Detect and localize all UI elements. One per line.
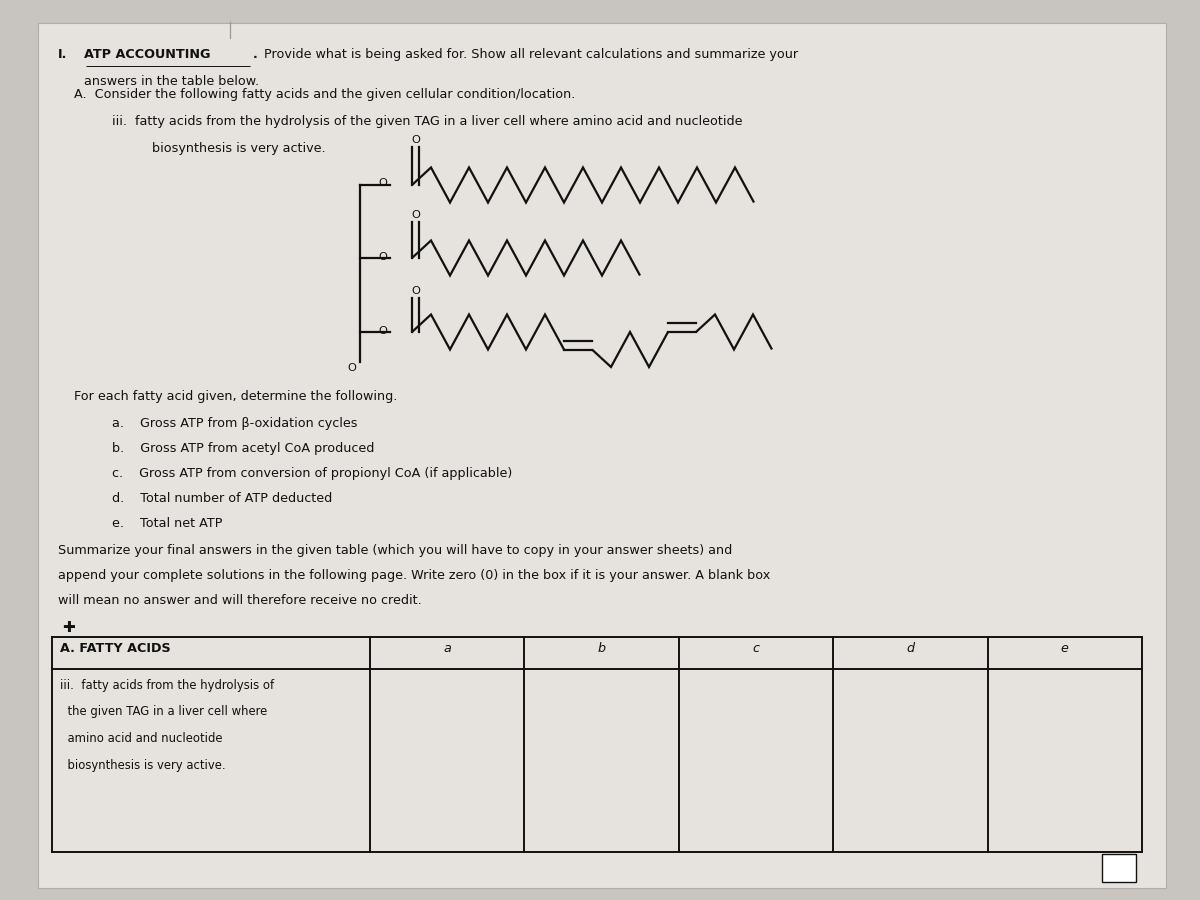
Text: biosynthesis is very active.: biosynthesis is very active. [152,142,325,155]
Text: the given TAG in a liver cell where: the given TAG in a liver cell where [60,706,268,718]
Text: c: c [752,642,760,655]
Text: ✚: ✚ [62,620,74,635]
Text: a.    Gross ATP from β-oxidation cycles: a. Gross ATP from β-oxidation cycles [112,417,358,430]
Text: append your complete solutions in the following page. Write zero (0) in the box : append your complete solutions in the fo… [58,569,770,582]
Text: A. FATTY ACIDS: A. FATTY ACIDS [60,642,170,655]
Text: O: O [378,178,386,188]
FancyBboxPatch shape [38,23,1166,888]
Text: ATP ACCOUNTING: ATP ACCOUNTING [84,48,210,61]
Text: I.: I. [58,48,67,61]
Text: e: e [1061,642,1069,655]
Text: For each fatty acid given, determine the following.: For each fatty acid given, determine the… [74,390,397,403]
Text: O: O [412,210,420,220]
Text: iii.  fatty acids from the hydrolysis of: iii. fatty acids from the hydrolysis of [60,679,274,692]
Text: b.    Gross ATP from acetyl CoA produced: b. Gross ATP from acetyl CoA produced [112,442,374,455]
Text: b: b [598,642,606,655]
Text: iii.  fatty acids from the hydrolysis of the given TAG in a liver cell where ami: iii. fatty acids from the hydrolysis of … [112,115,743,128]
Text: d.    Total number of ATP deducted: d. Total number of ATP deducted [112,492,332,505]
Text: Summarize your final answers in the given table (which you will have to copy in : Summarize your final answers in the give… [58,544,732,557]
Text: Provide what is being asked for. Show all relevant calculations and summarize yo: Provide what is being asked for. Show al… [260,48,798,61]
Text: e.    Total net ATP: e. Total net ATP [112,517,222,530]
Text: O: O [378,326,386,336]
Text: will mean no answer and will therefore receive no credit.: will mean no answer and will therefore r… [58,594,421,607]
Text: answers in the table below.: answers in the table below. [84,75,259,88]
Text: a: a [443,642,451,655]
Text: amino acid and nucleotide: amino acid and nucleotide [60,732,222,745]
Text: .: . [253,48,258,61]
Text: biosynthesis is very active.: biosynthesis is very active. [60,759,226,771]
Text: O: O [378,251,386,262]
Text: O: O [412,286,420,296]
Text: c.    Gross ATP from conversion of propionyl CoA (if applicable): c. Gross ATP from conversion of propiony… [112,467,512,480]
Text: O: O [412,135,420,145]
Text: d: d [906,642,914,655]
FancyBboxPatch shape [1102,854,1136,882]
Text: O: O [347,363,356,373]
Text: A.  Consider the following fatty acids and the given cellular condition/location: A. Consider the following fatty acids an… [74,88,575,101]
